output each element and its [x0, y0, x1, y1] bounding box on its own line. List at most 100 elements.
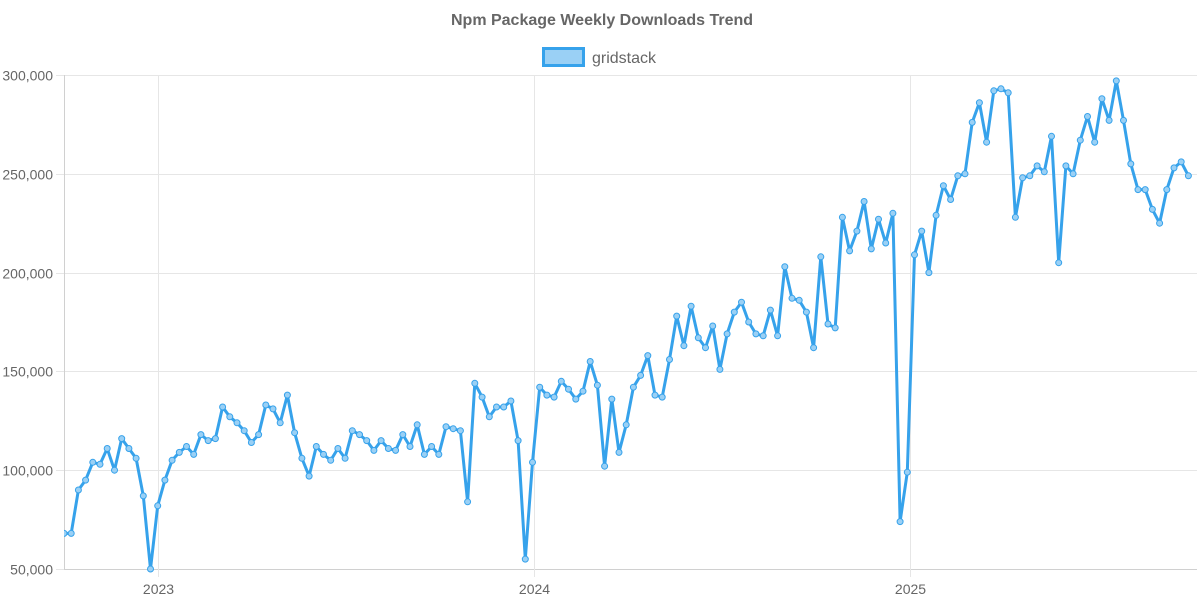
data-point[interactable]	[269, 405, 277, 413]
data-point[interactable]	[1004, 89, 1012, 97]
data-point[interactable]	[493, 403, 500, 411]
data-point[interactable]	[219, 403, 227, 411]
data-point[interactable]	[1040, 168, 1048, 176]
data-point[interactable]	[500, 403, 508, 411]
data-point[interactable]	[1098, 95, 1106, 103]
data-point[interactable]	[456, 427, 464, 435]
data-point[interactable]	[637, 371, 645, 379]
data-point[interactable]	[298, 454, 306, 462]
data-point[interactable]	[831, 324, 839, 332]
data-point[interactable]	[420, 450, 428, 458]
data-point[interactable]	[810, 344, 818, 352]
data-point[interactable]	[543, 391, 551, 399]
data-point[interactable]	[320, 450, 327, 458]
data-point[interactable]	[204, 437, 212, 445]
data-point[interactable]	[536, 383, 544, 391]
data-point[interactable]	[442, 423, 450, 431]
data-point[interactable]	[392, 446, 400, 454]
data-point[interactable]	[579, 387, 587, 395]
data-point[interactable]	[1105, 116, 1113, 124]
data-point[interactable]	[774, 332, 782, 340]
data-point[interactable]	[867, 245, 875, 253]
data-point[interactable]	[788, 294, 796, 302]
data-point[interactable]	[709, 322, 717, 330]
data-point[interactable]	[67, 529, 75, 537]
data-point[interactable]	[911, 251, 918, 259]
data-point[interactable]	[1026, 172, 1034, 180]
data-point[interactable]	[363, 437, 371, 445]
data-point[interactable]	[882, 239, 890, 247]
data-point[interactable]	[694, 334, 702, 342]
data-point[interactable]	[860, 198, 868, 205]
data-point[interactable]	[918, 227, 926, 235]
data-point[interactable]	[529, 458, 536, 466]
data-point[interactable]	[644, 352, 652, 360]
data-point[interactable]	[975, 99, 983, 107]
data-point[interactable]	[932, 211, 940, 219]
legend-swatch[interactable]	[542, 47, 585, 67]
data-point[interactable]	[658, 393, 666, 401]
data-point[interactable]	[240, 427, 248, 435]
data-point[interactable]	[399, 431, 407, 439]
data-point[interactable]	[983, 138, 991, 146]
data-point[interactable]	[738, 298, 745, 306]
data-point[interactable]	[111, 466, 118, 474]
data-point[interactable]	[622, 421, 630, 429]
data-point[interactable]	[673, 312, 681, 320]
data-point[interactable]	[384, 445, 392, 452]
data-point[interactable]	[370, 446, 378, 454]
legend-label[interactable]: gridstack	[592, 50, 657, 67]
data-point[interactable]	[759, 332, 767, 340]
data-point[interactable]	[925, 269, 933, 277]
data-point[interactable]	[305, 472, 313, 480]
data-point[interactable]	[61, 529, 68, 537]
data-point[interactable]	[889, 209, 897, 217]
data-point[interactable]	[1076, 136, 1084, 144]
data-point[interactable]	[74, 486, 82, 494]
data-point[interactable]	[1127, 160, 1135, 168]
data-point[interactable]	[687, 302, 695, 310]
data-point[interactable]	[89, 458, 97, 466]
data-point[interactable]	[82, 476, 90, 484]
data-point[interactable]	[1091, 138, 1099, 146]
data-point[interactable]	[147, 565, 154, 573]
data-point[interactable]	[1048, 132, 1055, 140]
data-point[interactable]	[413, 421, 421, 429]
data-point[interactable]	[961, 170, 969, 178]
data-point[interactable]	[838, 213, 846, 221]
data-point[interactable]	[190, 450, 198, 458]
data-point[interactable]	[1033, 162, 1041, 170]
data-point[interactable]	[132, 454, 140, 462]
data-point[interactable]	[1141, 186, 1149, 194]
data-point[interactable]	[327, 456, 335, 464]
data-point[interactable]	[572, 395, 580, 403]
data-point[interactable]	[161, 476, 169, 484]
data-point[interactable]	[247, 439, 255, 446]
data-point[interactable]	[226, 413, 234, 421]
data-point[interactable]	[550, 393, 558, 401]
data-point[interactable]	[846, 247, 854, 255]
data-point[interactable]	[593, 381, 601, 389]
data-point[interactable]	[471, 379, 479, 387]
data-point[interactable]	[211, 435, 219, 443]
data-point[interactable]	[507, 397, 515, 405]
data-point[interactable]	[766, 306, 774, 314]
data-point[interactable]	[817, 253, 825, 261]
data-point[interactable]	[1069, 170, 1077, 178]
data-point[interactable]	[377, 437, 385, 445]
data-point[interactable]	[478, 393, 486, 401]
data-point[interactable]	[997, 85, 1005, 93]
data-point[interactable]	[601, 462, 609, 470]
data-point[interactable]	[406, 443, 414, 450]
data-point[interactable]	[795, 296, 803, 304]
data-point[interactable]	[651, 391, 659, 399]
data-point[interactable]	[903, 468, 911, 476]
legend[interactable]: gridstack	[542, 47, 658, 68]
data-point[interactable]	[334, 445, 342, 452]
data-point[interactable]	[1134, 186, 1142, 194]
data-point[interactable]	[824, 320, 832, 328]
data-point[interactable]	[118, 435, 126, 443]
data-point[interactable]	[341, 454, 349, 462]
data-point[interactable]	[521, 555, 529, 563]
data-point[interactable]	[175, 448, 183, 456]
